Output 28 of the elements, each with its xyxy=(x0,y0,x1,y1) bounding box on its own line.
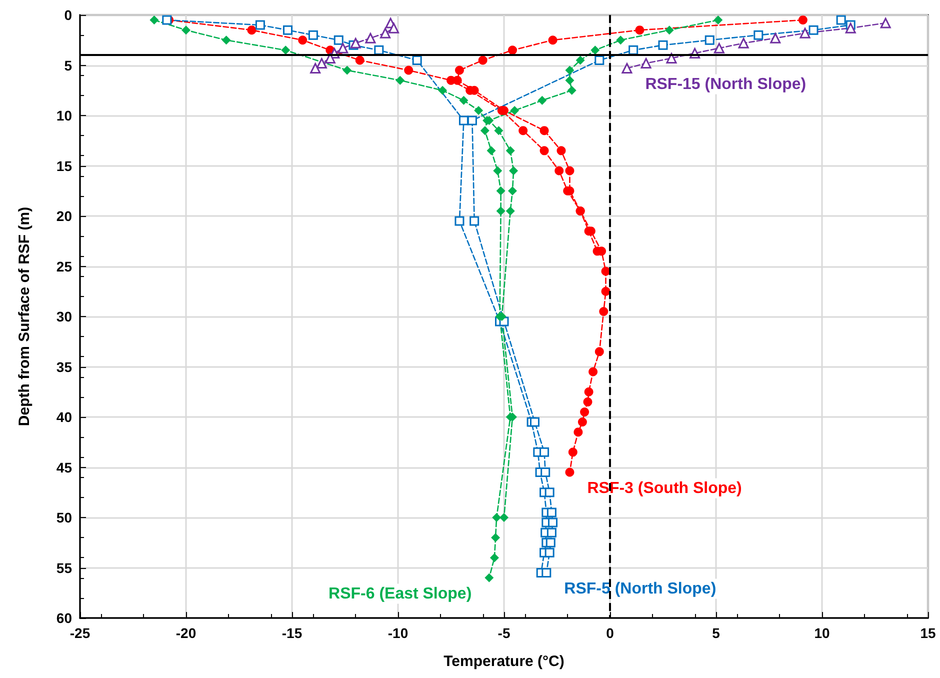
y-tick-label: 50 xyxy=(56,510,72,526)
x-tick-label: -20 xyxy=(176,625,196,641)
y-tick-label: 20 xyxy=(56,208,72,224)
y-tick-label: 15 xyxy=(56,158,72,174)
x-tick-label: -25 xyxy=(70,625,90,641)
y-tick-label: 25 xyxy=(56,258,72,274)
x-tick-label: -15 xyxy=(282,625,302,641)
x-axis-title: Temperature (°C) xyxy=(444,653,564,670)
y-tick-label: 55 xyxy=(56,560,72,576)
x-tick-label: -10 xyxy=(388,625,408,641)
y-tick-label: 30 xyxy=(56,308,72,324)
y-tick-label: 0 xyxy=(64,7,72,23)
x-tick-label: -5 xyxy=(498,625,510,641)
x-tick-label: 0 xyxy=(606,625,614,641)
x-tick-label: 5 xyxy=(712,625,720,641)
y-tick-label: 35 xyxy=(56,358,72,375)
y-axis-title: Depth from Surface of RSF (m) xyxy=(16,206,33,426)
y-tick-label: 40 xyxy=(56,409,72,425)
x-tick-label: 15 xyxy=(920,625,936,641)
series-label: RSF-15 (North Slope) xyxy=(645,76,806,93)
y-tick-label: 5 xyxy=(64,57,72,74)
series-label: RSF-5 (North Slope) xyxy=(564,580,716,598)
x-tick-label: 10 xyxy=(814,625,830,641)
y-tick-label: 60 xyxy=(56,610,72,626)
y-tick-label: 10 xyxy=(56,108,72,124)
series-label: RSF-3 (South Slope) xyxy=(587,480,742,497)
y-tick-label: 45 xyxy=(56,459,72,476)
series-label: RSF-6 (East Slope) xyxy=(328,585,472,602)
